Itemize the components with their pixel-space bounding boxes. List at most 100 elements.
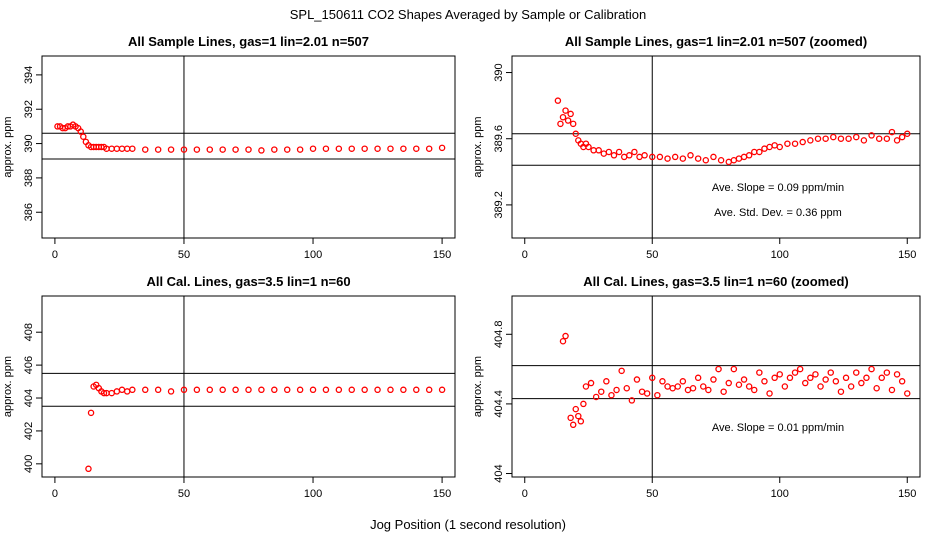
data-point (618, 367, 625, 375)
data-point (572, 405, 580, 413)
data-point (654, 391, 661, 399)
data-point (791, 369, 799, 376)
data-point (669, 384, 676, 392)
data-point (296, 146, 304, 153)
data-point (245, 146, 252, 153)
data-point (87, 409, 95, 417)
data-point (572, 130, 580, 138)
data-point (776, 143, 784, 151)
data-point (387, 386, 394, 394)
data-point (595, 147, 602, 154)
y-tick-label: 404 (493, 464, 505, 482)
data-point (735, 155, 743, 162)
data-point (730, 156, 738, 164)
annotation: Ave. Slope = 0.09 ppm/min (712, 182, 844, 194)
data-point (893, 137, 901, 144)
data-point (730, 365, 738, 373)
y-tick-label: 404.4 (493, 390, 505, 418)
data-point (108, 145, 115, 152)
data-point (232, 146, 239, 153)
y-tick-label: 408 (23, 323, 35, 341)
data-point (569, 120, 577, 128)
data-point (154, 386, 162, 394)
data-point (717, 156, 725, 164)
data-point (837, 135, 845, 142)
data-point (603, 378, 610, 385)
data-point (219, 146, 226, 153)
x-tick-label: 100 (304, 488, 322, 500)
data-point (425, 145, 433, 152)
data-point (387, 145, 394, 152)
data-point (590, 147, 597, 154)
data-point (258, 147, 265, 154)
data-point (118, 386, 126, 394)
y-axis-label: approx. ppm (472, 116, 484, 177)
data-point (786, 374, 794, 382)
x-tick-label: 0 (52, 249, 58, 261)
data-point (562, 107, 569, 114)
x-tick-label: 100 (771, 249, 789, 261)
data-point (720, 388, 727, 395)
data-point (569, 421, 577, 429)
data-point (554, 97, 562, 104)
data-point (610, 152, 618, 159)
plot-frame (41, 295, 456, 478)
data-point (679, 155, 687, 162)
data-point (715, 365, 722, 373)
data-point (883, 135, 891, 142)
data-point (123, 388, 131, 395)
data-point (814, 135, 822, 142)
data-point (761, 145, 768, 152)
data-point (904, 390, 911, 397)
data-point (710, 376, 717, 383)
data-point (860, 137, 868, 144)
data-point (567, 110, 574, 118)
data-point (108, 389, 115, 397)
data-point (845, 135, 852, 142)
data-point (799, 138, 806, 146)
data-point (348, 386, 355, 394)
data-point (822, 376, 829, 383)
data-point (633, 376, 641, 383)
data-point (807, 374, 814, 382)
data-point (167, 388, 175, 395)
data-point (875, 135, 883, 142)
y-tick-label: 406 (23, 356, 35, 374)
data-point (118, 145, 126, 152)
data-point (425, 386, 433, 394)
chart-panel-4: All Cal. Lines, gas=3.5 lin=1 n=60 (zoom… (472, 274, 921, 500)
x-tick-label: 150 (433, 249, 451, 261)
data-point (700, 383, 707, 390)
data-point (562, 332, 569, 340)
data-point (898, 378, 906, 385)
data-point (592, 393, 600, 401)
data-point (756, 148, 763, 156)
data-point (883, 369, 891, 376)
data-point (702, 156, 710, 164)
y-axis-label: approx. ppm (2, 116, 14, 177)
data-point (557, 120, 564, 128)
data-point (626, 152, 633, 159)
data-point (784, 140, 791, 147)
data-point (605, 148, 613, 156)
data-point (559, 337, 567, 345)
x-tick-label: 50 (178, 488, 190, 500)
chart-panel-3: All Cal. Lines, gas=3.5 lin=1 n=60 approx… (2, 274, 456, 500)
x-tick-label: 50 (646, 488, 658, 500)
data-point (374, 386, 381, 394)
data-point (853, 133, 860, 141)
plot-frame (41, 55, 456, 239)
data-point (761, 378, 768, 385)
data-point (413, 145, 420, 152)
data-point (796, 365, 804, 373)
data-point (827, 369, 835, 376)
data-point (309, 145, 317, 152)
data-point (85, 465, 92, 473)
data-point (740, 376, 748, 383)
data-point (656, 153, 664, 161)
data-point (802, 379, 809, 387)
data-point (659, 378, 666, 385)
data-point (664, 155, 671, 162)
data-point (167, 146, 175, 153)
data-point (674, 383, 682, 390)
